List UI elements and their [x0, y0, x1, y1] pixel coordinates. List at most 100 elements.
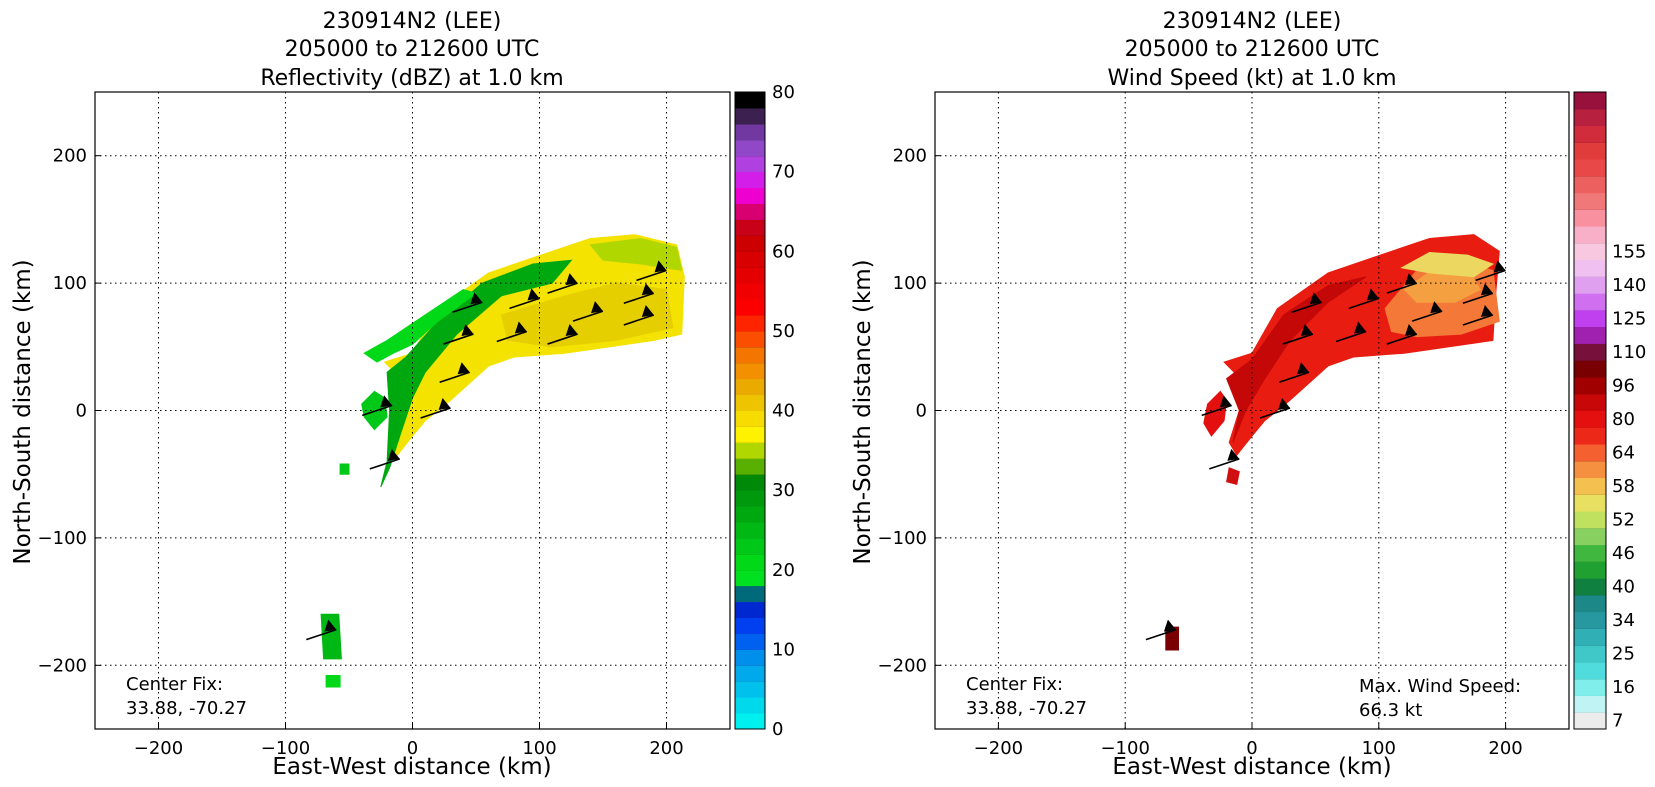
barb-flag: [438, 397, 451, 410]
wind-echo-region: [1165, 626, 1179, 651]
wind-x-tick-label: −200: [974, 738, 1023, 759]
barb-flag: [1297, 362, 1310, 375]
wind-colorbar-band: [1574, 645, 1606, 663]
wind-colorbar-band: [1574, 544, 1606, 562]
wind-y-tick-label: −200: [878, 655, 927, 676]
wind-ylabel: North-South distance (km): [850, 259, 876, 564]
wind-colorbar-band: [1574, 226, 1606, 244]
wind-y-tick-label: 100: [893, 273, 927, 294]
wind-colorbar-band: [1574, 209, 1606, 227]
wind-colorbar-tick-label: 96: [1612, 375, 1635, 396]
wind-colorbar-tick-label: 52: [1612, 509, 1635, 530]
barb-shaft: [443, 333, 474, 345]
wind-colorbar-tick-label: 7: [1612, 711, 1623, 732]
reflectivity-colorbar-tick-label: 40: [772, 401, 795, 422]
reflectivity-colorbar-band: [735, 107, 765, 125]
reflectivity-echo-region: [339, 463, 350, 475]
wind-wind-barb: [1259, 397, 1291, 419]
barb-shaft: [361, 404, 393, 417]
barb-flag: [527, 288, 540, 301]
reflectivity-colorbar-tick-label: 20: [772, 560, 795, 581]
barb-shaft: [572, 310, 604, 322]
barb-shaft: [1386, 333, 1418, 345]
wind-x-tick-label: 100: [1362, 738, 1396, 759]
wind-wind-barb: [1411, 301, 1443, 322]
reflectivity-y-tick-label: 200: [53, 146, 87, 167]
reflectivity-colorbar-band: [735, 617, 765, 634]
reflectivity-colorbar-band: [735, 203, 765, 220]
wind-xlabel: East-West distance (km): [1112, 754, 1391, 780]
wind-colorbar-tick-label: 125: [1612, 308, 1646, 329]
reflectivity-colorbar-band: [735, 442, 765, 459]
wind-wind-barb: [1462, 283, 1494, 305]
wind-plot-data: −200 −100 0 100 200 −200 −100 0 100 200: [878, 91, 1570, 759]
reflectivity-colorbar-band: [735, 314, 765, 332]
reflectivity-colorbar-band: [735, 283, 765, 300]
wind-echo-region: [1400, 251, 1495, 278]
wind-wind-barb: [1462, 304, 1494, 326]
reflectivity-center-fix-value: 33.88, -70.27: [126, 698, 247, 719]
reflectivity-x-tick-label: 200: [649, 738, 683, 759]
wind-colorbar-band: [1574, 444, 1606, 462]
barb-shaft: [1291, 301, 1322, 313]
reflectivity-wind-barb: [306, 619, 337, 641]
wind-colorbar-band: [1574, 594, 1606, 613]
wind-colorbar-band: [1574, 611, 1606, 629]
wind-colorbar-tick-label: 80: [1612, 409, 1635, 430]
barb-shaft: [636, 269, 667, 282]
barb-flag: [641, 304, 654, 317]
wind-colorbar-band: [1574, 427, 1606, 445]
wind-center-fix-value: 33.88, -70.27: [966, 698, 1087, 719]
reflectivity-wind-barb: [452, 292, 483, 313]
barb-shaft: [1201, 404, 1232, 417]
reflectivity-colorbar-band: [735, 219, 765, 236]
reflectivity-echo-region: [363, 288, 478, 363]
wind-colorbar-band: [1574, 92, 1606, 110]
wind-colorbar-band: [1574, 326, 1606, 344]
reflectivity-colorbar-band: [735, 410, 765, 427]
wind-speed-panel: 230914N2 (LEE) 205000 to 212600 UTC Wind…: [850, 9, 1646, 780]
reflectivity-wind-barb: [547, 324, 578, 345]
wind-colorbar-tick-label: 110: [1612, 342, 1646, 363]
reflectivity-wind-barb: [443, 324, 474, 345]
barb-shaft: [547, 333, 578, 345]
reflectivity-colorbar-band: [735, 585, 765, 603]
barb-flag: [1354, 321, 1367, 334]
wind-x-tick-label: −100: [1100, 738, 1149, 759]
reflectivity-colorbar-frame: [734, 91, 766, 730]
reflectivity-colorbar-band: [735, 330, 765, 348]
reflectivity-colorbar-band: [735, 697, 765, 714]
wind-colorbar-band: [1574, 460, 1606, 479]
reflectivity-wind-barb: [496, 321, 528, 343]
wind-colorbar-frame: [1573, 91, 1607, 730]
wind-title-line-1: 230914N2 (LEE): [1163, 9, 1342, 34]
wind-colorbar-tick-label: 46: [1612, 543, 1635, 564]
wind-wind-barb: [1335, 321, 1367, 343]
barb-shaft: [1462, 314, 1494, 326]
barb-flag: [1366, 288, 1379, 301]
reflectivity-wind-barb: [509, 288, 540, 310]
reflectivity-colorbar-band: [735, 506, 765, 523]
barb-flag: [654, 260, 667, 273]
reflectivity-colorbar-band: [735, 235, 765, 252]
wind-colorbar-band: [1574, 376, 1606, 395]
barb-flag: [1163, 619, 1176, 632]
wind-x-tick-label: 200: [1488, 738, 1522, 759]
wind-colorbar-tick-label: 16: [1612, 677, 1635, 698]
barb-shaft: [452, 301, 483, 313]
reflectivity-colorbar-band: [735, 426, 765, 443]
barb-flag: [1404, 324, 1417, 337]
wind-wind-barb: [1282, 324, 1314, 345]
reflectivity-wind-barb: [439, 362, 470, 384]
wind-colorbar-band: [1574, 561, 1606, 579]
barb-flag: [470, 292, 483, 305]
wind-colorbar-band: [1574, 628, 1606, 646]
barb-flag: [591, 301, 603, 314]
barb-shaft: [306, 628, 337, 641]
reflectivity-echo-region: [320, 613, 342, 660]
barb-shaft: [1335, 330, 1367, 343]
wind-y-tick-label: −100: [878, 528, 927, 549]
max-wind-speed-value: 66.3 kt: [1359, 700, 1422, 721]
reflectivity-y-tick-label: −200: [38, 655, 87, 676]
